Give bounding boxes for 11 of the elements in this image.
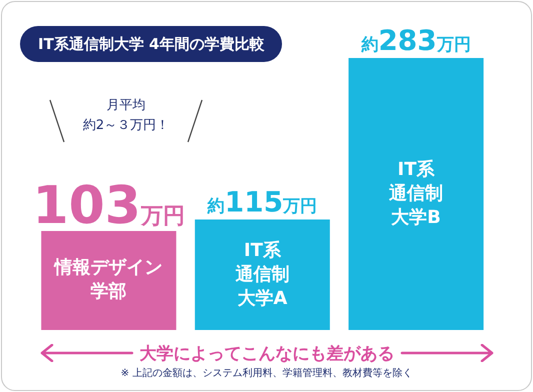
data-label: 約283万円 <box>360 24 471 57</box>
x-tick-label: IT系通信制大学B <box>388 158 444 230</box>
text: 大学によってこんなにも差がある <box>138 343 396 365</box>
annotation: 月平均 <box>106 97 146 115</box>
x-tick-label: IT系通信制大学A <box>235 238 290 311</box>
data-label: 約115万円 <box>206 185 318 218</box>
x-tick-label: 情報デザイン学部 <box>54 256 164 304</box>
text: ※ 上記の金額は、システム利用料、学籍管理料、教材費等を除く <box>120 366 414 380</box>
annotation: 約2～３万円！ <box>82 117 170 135</box>
chart-title: IT系通信制大学 4年間の学費比較 <box>20 26 282 62</box>
data-label: 103万円 <box>32 176 185 236</box>
